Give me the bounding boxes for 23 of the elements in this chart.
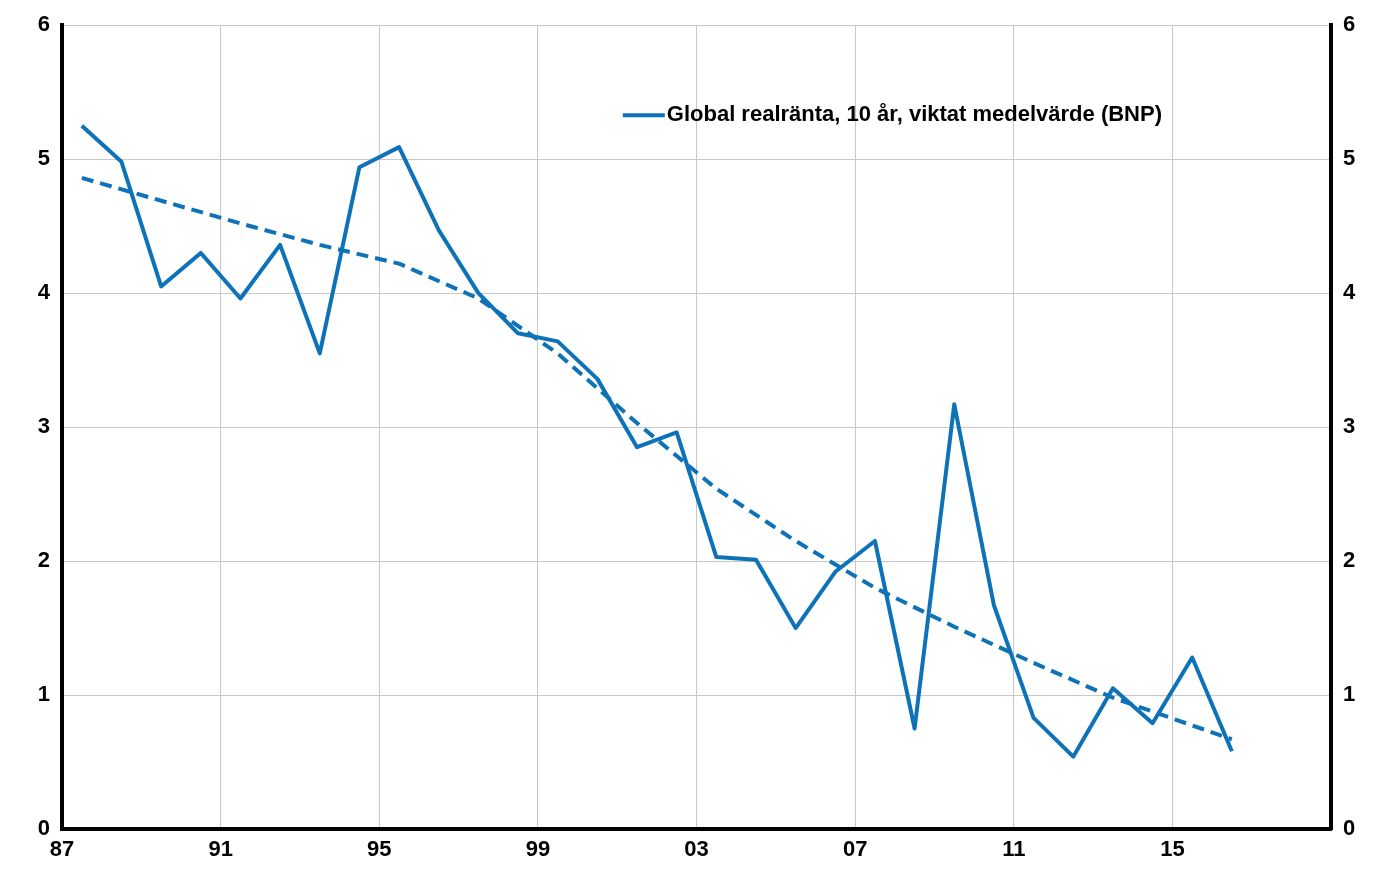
x-tick-label: 15 [1160, 836, 1185, 862]
y2-tick-label: 3 [1343, 413, 1356, 439]
y2-tick-label: 1 [1343, 681, 1356, 707]
y-tick-label: 6 [37, 11, 50, 37]
legend-label: Global realränta, 10 år, viktat medelvärde (BNP) [666, 101, 1163, 127]
y2-tick-label: 5 [1343, 145, 1356, 171]
y-tick-label: 2 [37, 547, 50, 573]
x-tick-label: 91 [208, 836, 233, 862]
y2-tick-label: 0 [1343, 815, 1356, 841]
y-tick-label: 1 [37, 681, 50, 707]
x-tick-label: 99 [525, 836, 551, 862]
x-tick-label: 11 [1002, 836, 1026, 862]
y-tick-label: 0 [37, 815, 50, 841]
x-tick-label: 95 [367, 836, 392, 862]
y-tick-label: 5 [37, 145, 50, 171]
x-tick-label: 87 [49, 836, 75, 862]
y-tick-label: 3 [37, 413, 50, 439]
x-tick-label: 03 [684, 836, 709, 862]
y2-tick-label: 6 [1343, 11, 1356, 37]
y-tick-label: 4 [37, 279, 51, 305]
y2-tick-label: 2 [1343, 547, 1356, 573]
x-tick-label: 07 [842, 836, 868, 862]
y2-tick-label: 4 [1343, 279, 1356, 305]
